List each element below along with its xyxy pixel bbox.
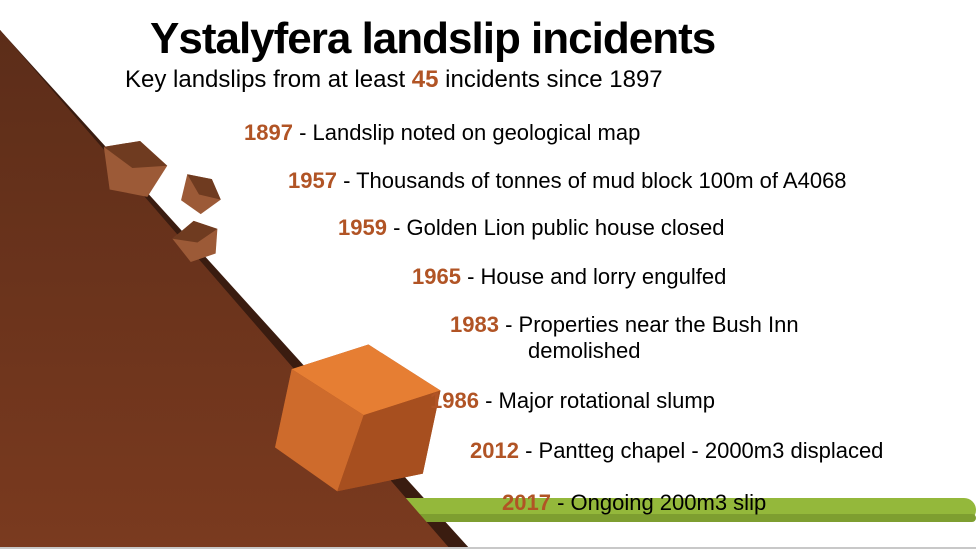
event-desc: Pantteg chapel - 2000m3 displaced <box>539 438 884 463</box>
slope-main <box>0 30 450 549</box>
event-sep: - <box>551 490 571 515</box>
event-desc: Major rotational slump <box>499 388 715 413</box>
infographic-title: Ystalyfera landslip incidents <box>150 14 715 64</box>
event-year: 1983 <box>450 312 499 337</box>
event-row: 1986 - Major rotational slump <box>430 388 715 414</box>
event-row: 1965 - House and lorry engulfed <box>412 264 726 290</box>
event-sep: - <box>499 312 519 337</box>
event-row: 1983 - Properties near the Bush Inndemol… <box>450 312 799 364</box>
event-year: 1957 <box>288 168 337 193</box>
event-year: 1897 <box>244 120 293 145</box>
debris-rock-1 <box>91 130 172 205</box>
event-desc: Golden Lion public house closed <box>407 215 725 240</box>
debris-rock-3 <box>170 217 222 264</box>
event-row: 2017 - Ongoing 200m3 slip <box>502 490 766 516</box>
event-sep: - <box>387 215 407 240</box>
event-year: 2012 <box>470 438 519 463</box>
event-year: 1959 <box>338 215 387 240</box>
event-year: 1986 <box>430 388 479 413</box>
event-desc: Properties near the Bush Inn <box>519 312 799 337</box>
debris-rock-2 <box>172 165 227 220</box>
subtitle-pre: Key landslips from at least <box>125 66 412 93</box>
event-desc: House and lorry engulfed <box>481 264 727 289</box>
event-row: 1897 - Landslip noted on geological map <box>244 120 640 146</box>
event-desc: Ongoing 200m3 slip <box>571 490 767 515</box>
event-sep: - <box>519 438 539 463</box>
event-row: 1959 - Golden Lion public house closed <box>338 215 725 241</box>
slope-overlay <box>0 30 450 549</box>
event-sep: - <box>337 168 356 193</box>
event-desc: Thousands of tonnes of mud block 100m of… <box>356 168 846 193</box>
event-year: 2017 <box>502 490 551 515</box>
event-desc: Landslip noted on geological map <box>313 120 641 145</box>
event-year: 1965 <box>412 264 461 289</box>
slope-shadow <box>0 30 470 549</box>
event-sep: - <box>461 264 481 289</box>
event-sep: - <box>293 120 313 145</box>
large-rock <box>269 330 447 508</box>
subtitle-accent: 45 <box>412 66 439 93</box>
event-sep: - <box>479 388 499 413</box>
subtitle-post: incidents since 1897 <box>439 66 663 93</box>
event-row: 2012 - Pantteg chapel - 2000m3 displaced <box>470 438 883 464</box>
infographic-subtitle: Key landslips from at least 45 incidents… <box>125 66 663 94</box>
event-desc-cont: demolished <box>450 338 799 364</box>
event-row: 1957 - Thousands of tonnes of mud block … <box>288 168 847 194</box>
infographic-container: Ystalyfera landslip incidents Key landsl… <box>0 0 976 549</box>
